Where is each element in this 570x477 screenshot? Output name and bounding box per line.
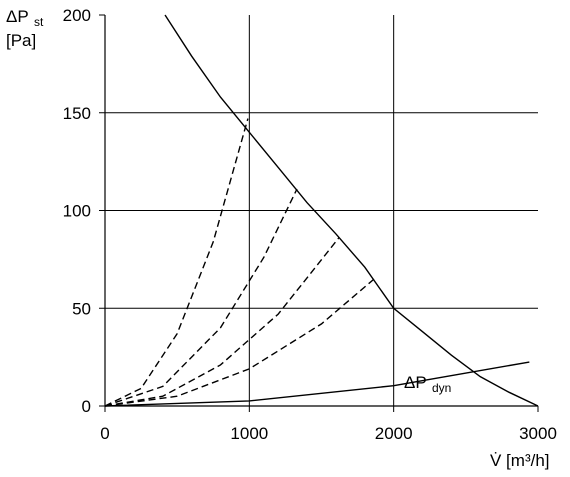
system-curve (104, 188, 298, 407)
system-curve (104, 278, 375, 407)
y-tick-label: 0 (82, 397, 91, 416)
system-curve (104, 237, 340, 407)
x-axis-label: V̇ [m³/h] (490, 451, 550, 470)
x-tick-label: 0 (100, 424, 109, 443)
curve (104, 361, 530, 407)
y-tick-label: 100 (63, 202, 91, 221)
y-axis-label-sub: st (34, 15, 44, 29)
annotation-sub: dyn (432, 381, 451, 395)
system-curve (104, 118, 249, 407)
y-tick-label: 150 (63, 104, 91, 123)
x-tick-label: 3000 (519, 424, 557, 443)
x-tick-label: 2000 (375, 424, 413, 443)
curve (164, 14, 539, 407)
y-axis-label: ΔP (6, 7, 29, 26)
x-tick-label: 1000 (230, 424, 268, 443)
y-tick-label: 50 (72, 299, 91, 318)
y-tick-label: 200 (63, 6, 91, 25)
y-axis-unit: [Pa] (6, 31, 36, 50)
